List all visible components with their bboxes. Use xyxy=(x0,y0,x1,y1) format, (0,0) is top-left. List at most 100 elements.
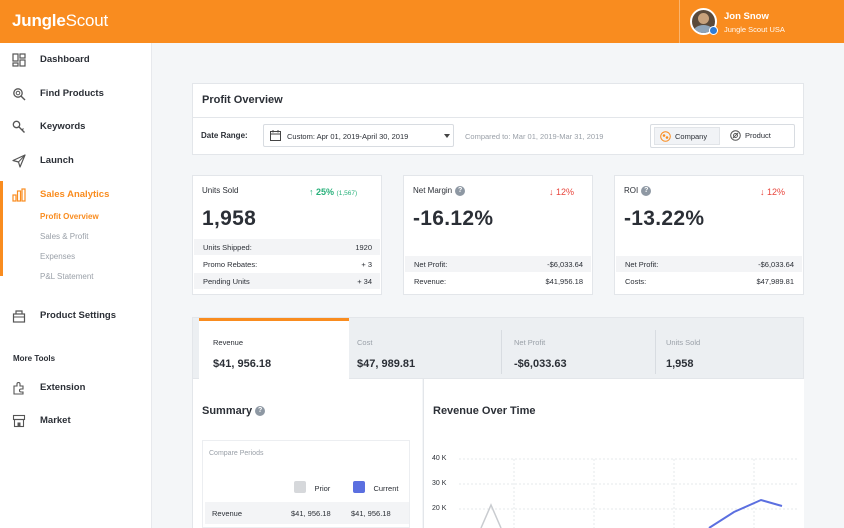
current-label: Current xyxy=(373,484,399,493)
tab-label: Cost xyxy=(357,338,373,347)
app-logo[interactable]: JungleScout xyxy=(12,11,109,30)
sidebar-item-label: Keywords xyxy=(40,121,86,132)
tab-units-sold[interactable]: Units Sold 1,958 xyxy=(656,318,804,380)
dashboard-icon xyxy=(12,53,26,67)
roi-trend-value: 12% xyxy=(767,187,786,197)
tab-label: Net Profit xyxy=(514,338,546,347)
current-swatch xyxy=(353,480,365,493)
metric-row-label: Units Shipped: xyxy=(203,243,252,252)
tab-value: 1,958 xyxy=(666,358,694,370)
revenue-chart-panel: Revenue Over Time 40 K 30 K 20 K xyxy=(423,379,804,528)
store-icon xyxy=(12,414,26,428)
sidebar-item-label: Sales Analytics xyxy=(40,189,110,200)
prior-swatch xyxy=(294,480,306,493)
units-sold-trend-value: 25% xyxy=(316,187,335,197)
sidebar-item-market[interactable]: Market xyxy=(0,407,152,435)
tab-divider xyxy=(655,330,656,374)
key-icon xyxy=(12,120,25,133)
bar-chart-icon xyxy=(12,188,26,202)
summary-row-current: $41, 956.18 xyxy=(351,509,391,518)
metric-row-label: Revenue: xyxy=(414,277,447,286)
metric-row-value: 1920 xyxy=(355,243,372,252)
date-range-value: Custom: Apr 01, 2019-April 30, 2019 xyxy=(287,132,409,141)
sidebar-item-label: Find Products xyxy=(40,88,104,99)
net-margin-trend-value: 12% xyxy=(556,187,575,197)
divider xyxy=(193,117,803,118)
chevron-down-icon xyxy=(444,134,450,138)
metric-row-value: + 34 xyxy=(357,277,372,286)
product-toggle-button[interactable]: Product xyxy=(725,127,791,145)
arrow-down-icon: ↓ xyxy=(549,187,554,197)
company-toggle-button[interactable]: Company xyxy=(654,127,720,145)
metric-row-label: Net Profit: xyxy=(625,260,659,269)
avatar-badge-icon xyxy=(709,26,718,35)
box-icon xyxy=(12,310,26,323)
current-series-line xyxy=(708,498,783,528)
tab-divider xyxy=(501,330,502,374)
sidebar-item-find-products[interactable]: Find Products xyxy=(0,80,152,108)
roi-value: -13.22% xyxy=(624,207,705,230)
net-margin-title: Net Margin? xyxy=(413,186,466,196)
roi-trend: ↓ 12% xyxy=(760,187,785,197)
user-menu[interactable]: Jon Snow Jungle Scout USA xyxy=(679,0,844,43)
tab-net-profit[interactable]: Net Profit -$6,033.63 xyxy=(502,318,654,380)
sidebar-subitem-expenses[interactable]: Expenses xyxy=(40,252,76,261)
metric-row-label: Net Profit: xyxy=(414,260,448,269)
metric-row-value: -$6,033.64 xyxy=(547,260,583,269)
roi-card[interactable]: ROI? ↓ 12% -13.22% Net Profit: -$6,033.64… xyxy=(614,175,804,295)
metric-row-value: + 3 xyxy=(361,260,372,269)
roi-title-text: ROI xyxy=(624,186,639,196)
sidebar-item-keywords[interactable]: Keywords xyxy=(0,113,152,141)
net-margin-title-text: Net Margin xyxy=(413,186,453,196)
units-sold-value: 1,958 xyxy=(202,207,257,230)
net-margin-value: -16.12% xyxy=(413,207,494,230)
help-icon[interactable]: ? xyxy=(255,406,266,417)
sidebar-item-label: Product Settings xyxy=(40,310,117,321)
sidebar-item-launch[interactable]: Launch xyxy=(0,147,152,175)
y-tick-label: 30 K xyxy=(432,480,447,487)
metric-row: Revenue: $41,956.18 xyxy=(405,273,591,289)
help-icon[interactable]: ? xyxy=(455,186,466,196)
tab-cost[interactable]: Cost $47, 989.81 xyxy=(349,318,501,380)
more-tools-heading: More Tools xyxy=(13,354,56,363)
metric-row-value: $47,989.81 xyxy=(756,277,794,286)
product-toggle-label: Product xyxy=(745,131,771,140)
net-margin-card[interactable]: Net Margin? ↓ 12% -16.12% Net Profit: -$6… xyxy=(403,175,593,295)
puzzle-icon xyxy=(13,382,24,395)
sidebar-subitem-profit-overview[interactable]: Profit Overview xyxy=(40,212,99,221)
summary-title-text: Summary xyxy=(202,405,253,417)
roi-title: ROI? xyxy=(624,186,652,196)
date-range-select[interactable]: Custom: Apr 01, 2019-April 30, 2019 xyxy=(263,124,454,147)
page-title: Profit Overview xyxy=(202,94,283,106)
units-sold-card[interactable]: Units Sold ↑ 25% (1,567) 1,958 Units Shi… xyxy=(192,175,382,295)
metric-row-value: -$6,033.64 xyxy=(758,260,794,269)
metric-tabs: Revenue $41, 956.18 Cost $47, 989.81 Net… xyxy=(192,317,804,380)
y-tick-label: 20 K xyxy=(432,505,447,512)
compare-periods-label: Compare Periods xyxy=(209,450,264,457)
sidebar-item-label: Extension xyxy=(40,382,86,393)
summary-row-label: Revenue xyxy=(212,509,243,518)
sidebar-subitem-pl-statement[interactable]: P&L Statement xyxy=(40,272,94,281)
sidebar: Dashboard Find Products Keywords Launch … xyxy=(0,43,152,528)
sidebar-item-dashboard[interactable]: Dashboard xyxy=(0,46,152,74)
metric-row-value: $41,956.18 xyxy=(545,277,583,286)
tab-revenue[interactable]: Revenue $41, 956.18 xyxy=(199,318,349,380)
sidebar-item-extension[interactable]: Extension xyxy=(0,374,152,402)
sidebar-item-product-settings[interactable]: Product Settings xyxy=(0,302,152,330)
metric-row-label: Pending Units xyxy=(203,277,250,286)
prior-label: Prior xyxy=(314,484,331,493)
sidebar-subitem-sales-profit[interactable]: Sales & Profit xyxy=(40,232,89,241)
y-tick-label: 40 K xyxy=(432,455,447,462)
calendar-icon xyxy=(270,130,281,141)
sidebar-item-label: Market xyxy=(40,415,71,426)
units-sold-trend: ↑ 25% (1,567) xyxy=(309,187,357,197)
summary-row-prior: $41, 956.18 xyxy=(291,509,331,518)
net-margin-trend: ↓ 12% xyxy=(549,187,574,197)
help-icon[interactable]: ? xyxy=(641,186,652,196)
summary-panel: Summary? Compare Periods Prior Current R… xyxy=(192,379,422,528)
tab-value: $41, 956.18 xyxy=(213,358,272,370)
tab-label: Revenue xyxy=(213,338,244,347)
arrow-up-icon: ↑ xyxy=(309,187,314,197)
revenue-line-chart xyxy=(459,458,799,528)
sidebar-item-sales-analytics[interactable]: Sales Analytics xyxy=(0,181,152,276)
